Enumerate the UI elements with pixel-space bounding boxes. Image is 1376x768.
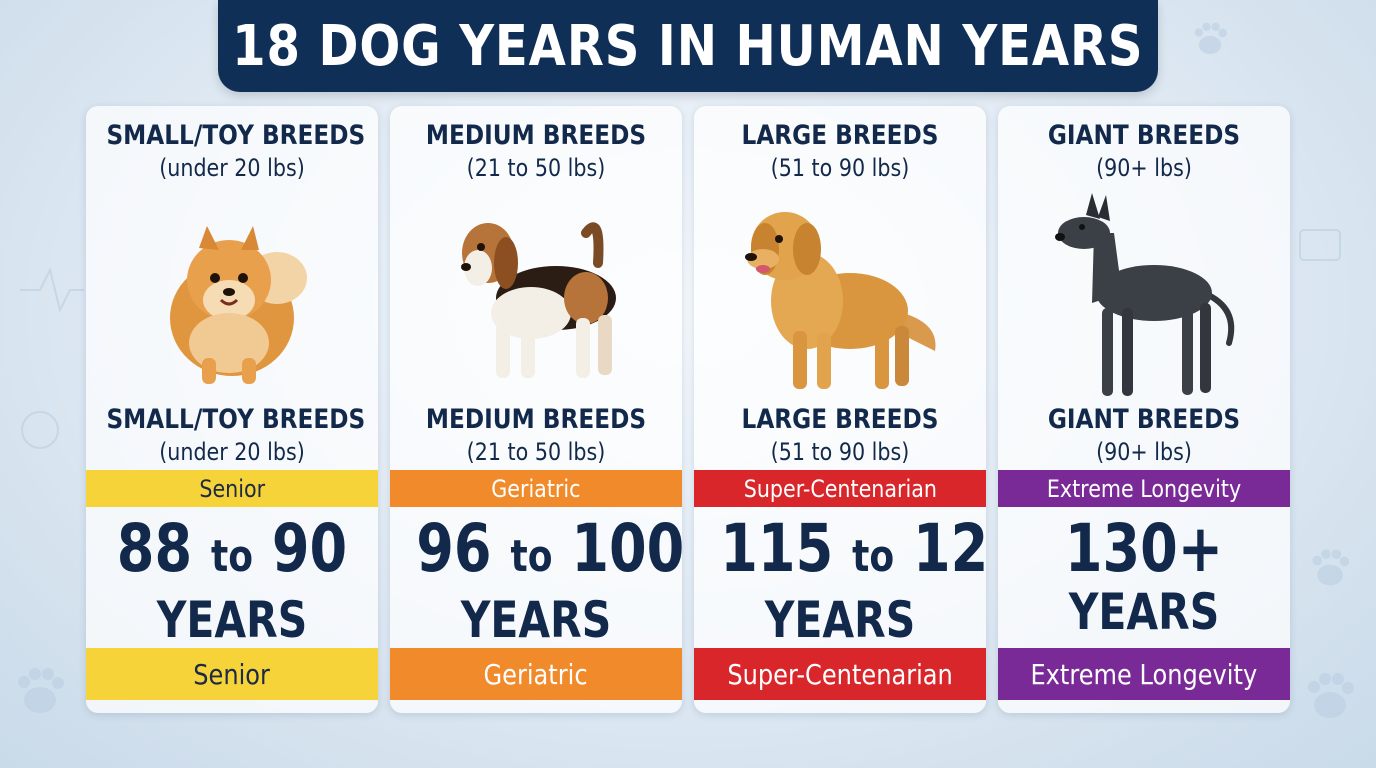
years-unit: YEARS bbox=[460, 591, 612, 649]
years-range: 115 to 120 bbox=[720, 514, 986, 592]
category-band: Geriatric bbox=[390, 470, 682, 507]
human-years: 88 to 90 YEARS bbox=[86, 514, 378, 649]
card-subheader: GIANT BREEDS (90+ lbs) bbox=[998, 404, 1290, 466]
category-band-bottom: Super-Centenarian bbox=[694, 648, 986, 700]
breed-weight: (21 to 50 lbs) bbox=[466, 438, 606, 466]
breed-name: LARGE BREEDS bbox=[741, 404, 939, 435]
paw-print-icon bbox=[1308, 673, 1354, 718]
title-banner: 18 DOG YEARS IN HUMAN YEARS bbox=[218, 0, 1158, 92]
range-from: 96 bbox=[416, 510, 492, 587]
paw-print-icon bbox=[1194, 22, 1227, 55]
breed-name: LARGE BREEDS bbox=[741, 120, 939, 151]
breed-name: MEDIUM BREEDS bbox=[425, 404, 647, 435]
breed-weight: (90+ lbs) bbox=[1096, 438, 1192, 466]
breed-name: SMALL/TOY BREEDS bbox=[106, 120, 366, 151]
human-years: 130+ YEARS bbox=[998, 514, 1290, 641]
range-from: 88 bbox=[116, 510, 193, 587]
breed-weight: (51 to 90 lbs) bbox=[770, 154, 910, 182]
breed-card-giant: GIANT BREEDS (90+ lbs) GIANT BREEDS (90+ bbox=[998, 106, 1290, 713]
breed-name: MEDIUM BREEDS bbox=[425, 120, 647, 151]
range-connector: to bbox=[852, 531, 895, 582]
category-band: Extreme Longevity bbox=[998, 470, 1290, 507]
category-label: Extreme Longevity bbox=[1046, 474, 1242, 503]
category-band: Senior bbox=[86, 470, 378, 507]
range-from: 130+ bbox=[1064, 510, 1224, 587]
human-years: 115 to 120 YEARS bbox=[694, 514, 986, 649]
breed-weight: (under 20 lbs) bbox=[159, 438, 305, 466]
range-connector: to bbox=[210, 531, 254, 582]
category-band-bottom: Extreme Longevity bbox=[998, 648, 1290, 700]
breed-name: GIANT BREEDS bbox=[1047, 404, 1241, 435]
card-subheader: SMALL/TOY BREEDS (under 20 lbs) bbox=[86, 404, 378, 466]
breed-name: GIANT BREEDS bbox=[1047, 120, 1241, 151]
breed-card-medium: MEDIUM BREEDS (21 to 50 lbs) MEDIUM B bbox=[390, 106, 682, 713]
golden-retriever-icon bbox=[694, 200, 986, 396]
breed-card-large: LARGE BREEDS (51 to 90 lbs) bbox=[694, 106, 986, 713]
range-from: 115 bbox=[720, 510, 834, 587]
category-band-bottom: Geriatric bbox=[390, 648, 682, 700]
human-years: 96 to 100 YEARS bbox=[390, 514, 682, 649]
range-to: 100 bbox=[571, 510, 682, 587]
range-to: 90 bbox=[271, 510, 348, 587]
card-subheader: LARGE BREEDS (51 to 90 lbs) bbox=[694, 404, 986, 466]
category-label: Super-Centenarian bbox=[727, 657, 953, 691]
card-header: MEDIUM BREEDS (21 to 50 lbs) bbox=[390, 120, 682, 182]
category-label: Geriatric bbox=[491, 474, 581, 503]
pomeranian-icon bbox=[86, 200, 378, 396]
breed-name: SMALL/TOY BREEDS bbox=[106, 404, 366, 435]
years-unit: YEARS bbox=[156, 591, 308, 649]
category-label: Senior bbox=[199, 474, 265, 503]
beagle-icon bbox=[390, 200, 682, 396]
card-header: SMALL/TOY BREEDS (under 20 lbs) bbox=[86, 120, 378, 182]
years-range: 88 to 90 bbox=[112, 514, 351, 592]
paw-print-icon bbox=[18, 668, 64, 713]
category-label: Super-Centenarian bbox=[743, 474, 937, 503]
category-band: Super-Centenarian bbox=[694, 470, 986, 507]
page-title: 18 DOG YEARS IN HUMAN YEARS bbox=[232, 13, 1144, 79]
category-label: Extreme Longevity bbox=[1030, 657, 1258, 691]
paw-print-icon bbox=[1312, 549, 1350, 586]
card-header: LARGE BREEDS (51 to 90 lbs) bbox=[694, 120, 986, 182]
category-band-bottom: Senior bbox=[86, 648, 378, 700]
card-subheader: MEDIUM BREEDS (21 to 50 lbs) bbox=[390, 404, 682, 466]
breed-weight: (90+ lbs) bbox=[1096, 154, 1192, 182]
breed-weight: (21 to 50 lbs) bbox=[466, 154, 606, 182]
category-label: Senior bbox=[193, 657, 271, 691]
great-dane-icon bbox=[998, 193, 1290, 396]
breed-card-small: SMALL/TOY BREEDS (under 20 lbs) SMALL bbox=[86, 106, 378, 713]
breed-cards: SMALL/TOY BREEDS (under 20 lbs) SMALL bbox=[86, 106, 1290, 713]
breed-weight: (51 to 90 lbs) bbox=[770, 438, 910, 466]
years-unit: YEARS bbox=[1068, 583, 1220, 641]
breed-weight: (under 20 lbs) bbox=[159, 154, 305, 182]
range-to: 120 bbox=[912, 510, 986, 587]
years-range: 130+ bbox=[1024, 514, 1263, 584]
range-connector: to bbox=[510, 531, 553, 582]
category-label: Geriatric bbox=[483, 657, 589, 691]
card-header: GIANT BREEDS (90+ lbs) bbox=[998, 120, 1290, 182]
years-unit: YEARS bbox=[764, 591, 916, 649]
years-range: 96 to 100 bbox=[416, 514, 682, 592]
